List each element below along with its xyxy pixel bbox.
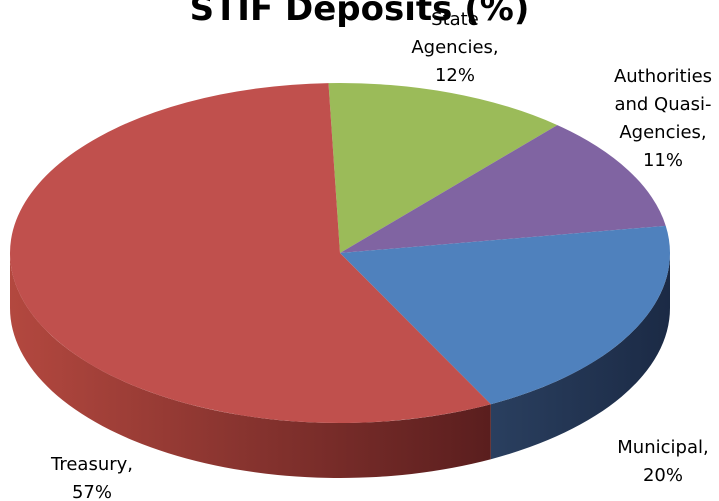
pie-slice-authorities-and-quasi-agencies bbox=[340, 125, 666, 253]
data-label-treasury: Treasury, 57% bbox=[50, 454, 133, 501]
pie-side-layer bbox=[10, 253, 670, 478]
pie-side-municipal bbox=[490, 253, 670, 460]
pie-labels-layer: State Agencies, 12% Authorities and Quasi-Ag… bbox=[50, 9, 712, 501]
data-label-municipal: Municipal, 20% bbox=[617, 437, 708, 486]
chart-title: STIF Deposits (%) bbox=[190, 0, 530, 29]
data-label-authorities-and-quasi-agencies: Authorities and Quasi-Agencies, 11% bbox=[614, 66, 712, 171]
pie-side-treasury bbox=[10, 253, 491, 478]
pie-top-layer bbox=[9, 83, 670, 423]
data-label-state-agencies: State Agencies, 12% bbox=[411, 9, 498, 86]
pie-slice-state-agencies bbox=[328, 83, 558, 253]
pie-slice-treasury bbox=[9, 83, 491, 423]
pie-slice-municipal bbox=[340, 225, 670, 405]
